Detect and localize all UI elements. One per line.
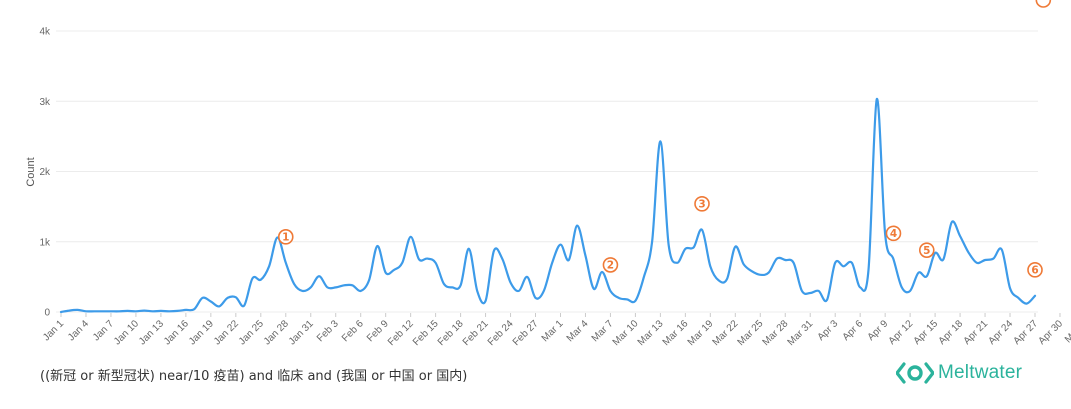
- x-tick-label: Jan 13: [137, 318, 166, 347]
- x-tick-label: Jan 31: [287, 318, 316, 347]
- annotation-label: 5: [923, 245, 930, 257]
- annotations-group: 1 2 3 4 5 6 7: [277, 0, 1052, 278]
- annotation-circle: [694, 196, 710, 212]
- meltwater-logo-icon: [896, 362, 934, 384]
- x-tick-label: Apr 21: [962, 318, 991, 347]
- x-tick-label: Mar 10: [611, 318, 641, 348]
- x-tick-label: Mar 31: [786, 318, 816, 348]
- annotation-marker: 1: [277, 229, 294, 245]
- x-tick-label: Feb 24: [486, 318, 516, 348]
- y-axis: 0 1k 2k 3k 4k: [39, 27, 51, 319]
- x-tick-label: Jan 4: [66, 318, 91, 343]
- series-group: [59, 97, 1037, 314]
- annotation-marker: 4: [885, 225, 902, 242]
- y-axis-label: Count: [25, 157, 37, 186]
- x-tick-label: Mar 13: [636, 318, 666, 348]
- annotation-label: 7: [1040, 0, 1047, 3]
- annotation-circle: [602, 257, 619, 273]
- x-tick-label: Apr 6: [841, 318, 866, 343]
- x-tick-label: Mar 19: [686, 318, 716, 348]
- annotation-label: 1: [282, 232, 289, 244]
- x-tick-label: Feb 15: [411, 318, 441, 348]
- x-tick-label: Apr 30: [1036, 318, 1065, 347]
- x-tick-label: Feb 6: [340, 318, 366, 344]
- x-tick-label: Apr 27: [1012, 318, 1041, 347]
- x-tick-label: Jan 19: [187, 318, 216, 347]
- x-tick-label: Jan 10: [112, 318, 141, 347]
- x-tick-label: Apr 18: [937, 318, 966, 347]
- x-tick-label: Mar 25: [736, 318, 766, 348]
- series-line: [59, 97, 1037, 314]
- annotation-circle: [277, 229, 294, 245]
- search-query-text: ((新冠 or 新型冠状) near/10 疫苗) and 临床 and (我国…: [40, 369, 468, 384]
- x-tick-label: Apr 24: [987, 318, 1016, 347]
- annotation-label: 3: [698, 199, 705, 211]
- x-tick-label: Jan 28: [262, 318, 291, 347]
- y-tick-label: 2k: [39, 167, 51, 178]
- brand-name: Meltwater: [938, 362, 1023, 383]
- x-tick-label: Jan 22: [212, 318, 241, 347]
- annotation-circle: [918, 242, 935, 258]
- chart-grid: [56, 30, 1038, 313]
- y-tick-label: 3k: [39, 97, 51, 108]
- x-tick-label: Feb 18: [436, 318, 466, 348]
- x-tick-label: Jan 25: [237, 318, 266, 347]
- annotation-marker: 2: [602, 257, 619, 273]
- x-tick-label: Mar 22: [711, 318, 741, 348]
- x-tick-label: Mar 4: [565, 318, 591, 344]
- x-tick-label: Apr 12: [887, 318, 916, 347]
- x-tick-label: Mar 1: [540, 318, 566, 344]
- annotation-circle: [1027, 262, 1043, 278]
- annotation-marker: 3: [694, 196, 710, 212]
- x-tick-label: Apr 3: [816, 318, 841, 343]
- x-tick-label: Mar 16: [661, 318, 691, 348]
- annotation-circle: [1035, 0, 1052, 8]
- x-tick-label: May 3: [1063, 318, 1071, 345]
- x-tick-label: Jan 1: [41, 318, 66, 343]
- annotation-marker: 6: [1027, 262, 1043, 278]
- x-tick-label: Feb 12: [386, 318, 416, 348]
- y-tick-label: 0: [44, 308, 50, 319]
- x-tick-label: Feb 3: [315, 318, 341, 344]
- annotation-label: 6: [1031, 265, 1038, 277]
- y-tick-label: 1k: [39, 237, 51, 248]
- x-tick-label: Feb 27: [511, 318, 541, 348]
- annotation-circle: [885, 225, 902, 242]
- annotation-label: 2: [607, 260, 614, 272]
- meltwater-logo: Meltwater: [896, 360, 1022, 386]
- x-tick-label: Apr 15: [912, 318, 941, 347]
- annotation-marker: 7: [1035, 0, 1052, 8]
- annotation-label: 4: [890, 228, 897, 240]
- y-tick-label: 4k: [39, 27, 51, 38]
- annotation-marker: 5: [918, 242, 935, 258]
- x-tick-label: Jan 16: [162, 318, 191, 347]
- x-tick-label: Mar 28: [761, 318, 791, 348]
- x-tick-label: Feb 21: [461, 318, 491, 348]
